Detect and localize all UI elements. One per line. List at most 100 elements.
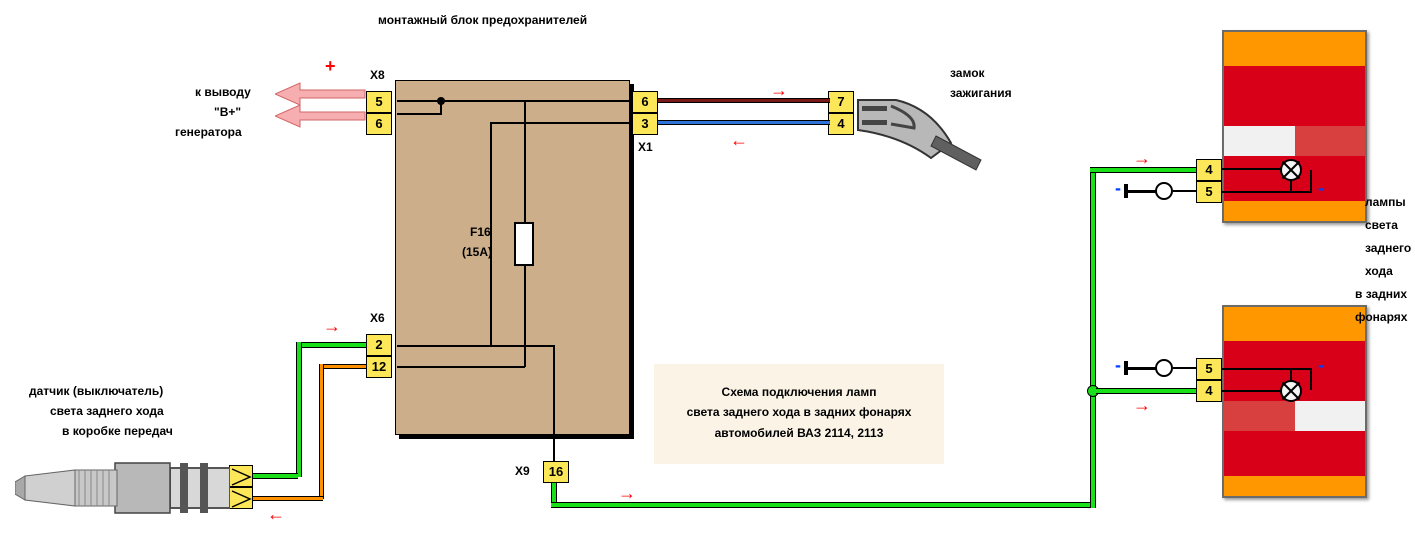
wire-internal: [490, 122, 630, 124]
sensor-label-1: датчик (выключатель): [29, 384, 163, 398]
wire-black: [1290, 180, 1292, 193]
caption-line3: автомобилей ВАЗ 2114, 2113: [654, 423, 944, 443]
wire-blue: [658, 120, 830, 125]
sensor-connector: [229, 487, 253, 509]
wire-green-main: [569, 502, 1094, 508]
wire-orange: [319, 364, 366, 369]
ground-cap: [1124, 361, 1128, 375]
wire-internal: [524, 265, 526, 367]
wire-green: [296, 342, 302, 477]
wire-black: [1222, 390, 1280, 392]
taillight-top: [1222, 30, 1367, 223]
lamp-icon: [1280, 380, 1302, 402]
ignition-label-1: замок: [950, 66, 985, 80]
wire-node: [437, 97, 445, 105]
wire-internal: [397, 100, 527, 102]
connector-ign-7: 7: [828, 91, 854, 113]
x1-label: X1: [638, 140, 653, 154]
connector-tl1-5: 5: [1196, 181, 1222, 203]
wire-orange: [253, 496, 323, 501]
generator-label-1: к выводу: [195, 85, 251, 99]
x8-label: X8: [370, 68, 385, 82]
wire-internal: [397, 366, 525, 368]
wire-green: [551, 483, 557, 503]
connector-x8-5: 5: [366, 91, 392, 113]
connector-x1-3: 3: [632, 113, 658, 135]
caption-box: Схема подключения ламп света заднего ход…: [654, 364, 944, 464]
arrow-red-icon: +: [325, 56, 336, 77]
wire-internal: [525, 100, 630, 102]
connector-x8-6: 6: [366, 113, 392, 135]
lamp-icon: [1280, 159, 1302, 181]
connector-tl1-4: 4: [1196, 159, 1222, 181]
arrow-blue-icon: -: [1318, 178, 1324, 199]
wire-green: [551, 502, 571, 508]
wire-black: [1310, 368, 1312, 390]
wire-brown: [658, 98, 830, 103]
generator-arrows: [275, 82, 367, 132]
wire-black: [1290, 368, 1292, 381]
x6-label: X6: [370, 311, 385, 325]
arrow-red-icon: →: [1133, 148, 1151, 169]
arrow-red-icon: ←: [267, 504, 285, 525]
generator-label-3: генератора: [175, 125, 242, 139]
wire-internal: [397, 113, 442, 115]
lamps-label-2: света: [1365, 218, 1398, 232]
wire-green: [1096, 388, 1197, 394]
generator-label-2: "В+": [214, 105, 241, 119]
wire-black: [1173, 190, 1197, 192]
connector-ign-4: 4: [828, 113, 854, 135]
wire-green: [296, 342, 366, 348]
connector-x6-12: 12: [366, 356, 392, 378]
wire-black: [1310, 170, 1312, 192]
wire-internal: [524, 100, 526, 223]
wire-black: [1222, 168, 1280, 170]
wire-orange: [319, 364, 324, 499]
fuse-block-title: монтажный блок предохранителей: [378, 13, 587, 27]
ground-icon: [1155, 359, 1173, 377]
arrow-blue-icon: -: [1115, 178, 1121, 199]
wire-black: [1222, 368, 1312, 370]
lamps-label-1: лампы: [1365, 195, 1406, 209]
fuse-f16: [514, 222, 534, 266]
lamps-label-3: заднего: [1365, 241, 1411, 255]
wire-green: [1090, 167, 1096, 508]
connector-x9-16: 16: [543, 461, 569, 483]
sensor-icon: [15, 458, 230, 518]
ground-stem: [1127, 190, 1157, 193]
arrow-blue-icon: -: [1115, 355, 1121, 376]
arrow-red-icon: ←: [730, 130, 748, 151]
ignition-key-icon: [856, 98, 986, 178]
connector-x6-2: 2: [366, 334, 392, 356]
ignition-label-2: зажигания: [950, 86, 1012, 100]
sensor-label-3: в коробке передач: [62, 424, 173, 438]
wire-internal: [397, 345, 555, 347]
sensor-label-2: света заднего хода: [50, 404, 164, 418]
taillight-bottom: [1222, 305, 1367, 498]
wire-black: [1222, 191, 1312, 193]
sensor-connector: [229, 465, 253, 487]
caption-line2: света заднего хода в задних фонарях: [654, 402, 944, 422]
ground-icon: [1155, 182, 1173, 200]
arrow-red-icon: →: [1133, 395, 1151, 416]
fuse-rating: (15A): [462, 245, 492, 259]
connector-x1-6: 6: [632, 91, 658, 113]
fuse-label: F16: [470, 225, 491, 239]
lamps-label-6: фонарях: [1355, 310, 1407, 324]
wire-green: [253, 473, 298, 479]
ground-stem: [1127, 367, 1157, 370]
lamps-label-5: в задних: [1355, 287, 1407, 301]
lamps-label-4: хода: [1365, 264, 1393, 278]
fuse-block: [395, 80, 630, 435]
arrow-red-icon: →: [770, 80, 788, 101]
x9-label: X9: [515, 464, 530, 478]
arrow-blue-icon: -: [1318, 355, 1324, 376]
connector-tl2-5: 5: [1196, 358, 1222, 380]
caption-line1: Схема подключения ламп: [654, 382, 944, 402]
arrow-red-icon: →: [618, 483, 636, 504]
ground-cap: [1124, 184, 1128, 198]
connector-tl2-4: 4: [1196, 380, 1222, 402]
wire-black: [1173, 367, 1197, 369]
wire-internal: [553, 345, 555, 462]
arrow-red-icon: →: [323, 316, 341, 337]
